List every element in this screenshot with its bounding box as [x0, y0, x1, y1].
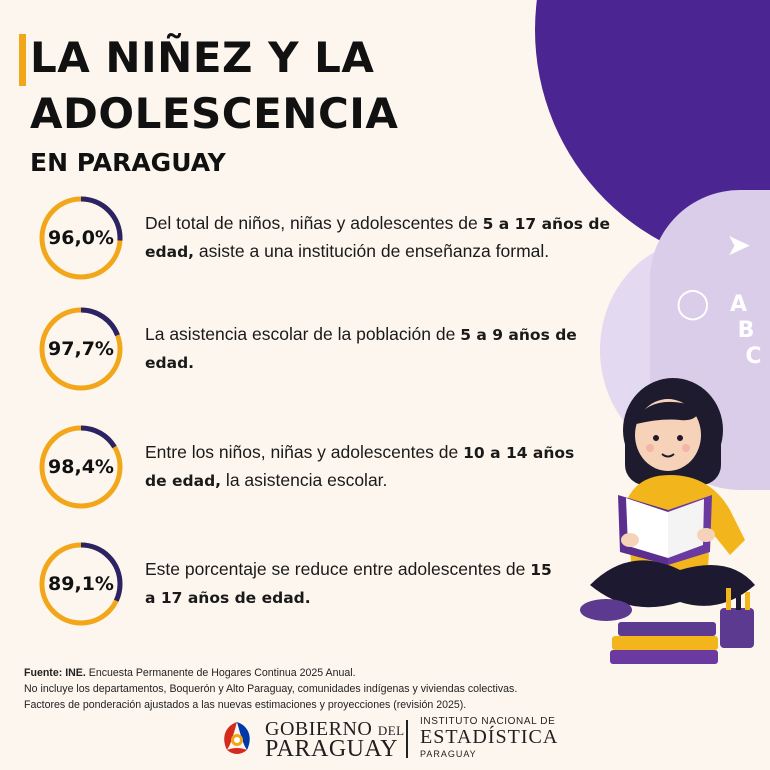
pencil-cup-icon: [720, 608, 754, 648]
title-line-2: ADOLESCENCIA: [30, 89, 399, 138]
stat-description: Este porcentaje se reduce entre adolesce…: [145, 541, 565, 627]
stat-text-a: Entre los niños, niñas y adolescentes de: [145, 442, 464, 462]
gob-word-2: DEL: [377, 723, 405, 738]
stat-text-a: Este porcentaje se reduce entre adolesce…: [145, 559, 531, 579]
logo-divider: [406, 720, 408, 758]
stat-row: 97,7% La asistencia escolar de la poblac…: [38, 306, 598, 392]
gobierno-wordmark-top: GOBIERNO DEL: [265, 718, 405, 741]
logos-bar: GOBIERNO DEL PARAGUAY INSTITUTO NACIONAL…: [0, 712, 770, 762]
source-label: Fuente: INE.: [24, 667, 86, 679]
ring-progress-arc: [39, 307, 123, 391]
ring-progress-arc: [39, 196, 123, 280]
stat-value: 98,4%: [48, 456, 114, 478]
stat-row: 96,0% Del total de niños, niñas y adoles…: [38, 195, 610, 281]
letters-abc-icon: A B C: [730, 292, 762, 369]
ring-progress-arc: [39, 425, 123, 509]
stat-text-bold: 15 a 17 años de edad.: [145, 561, 552, 607]
stat-row: 89,1% Este porcentaje se reduce entre ad…: [38, 541, 598, 627]
stat-text-a: La asistencia escolar de la población de: [145, 324, 461, 344]
stat-text-b: la asistencia escolar.: [221, 470, 388, 490]
stat-description: Entre los niños, niñas y adolescentes de…: [145, 424, 585, 510]
ine-line-2: ESTADÍSTICA: [420, 726, 559, 748]
footer-note: Factores de ponderación ajustados a las …: [24, 699, 467, 711]
ine-line-3: PARAGUAY: [420, 749, 477, 759]
footer-notes: Fuente: INE. Encuesta Permanente de Hoga…: [24, 665, 754, 713]
footer-source: Fuente: INE. Encuesta Permanente de Hoga…: [24, 665, 754, 681]
stat-description: La asistencia escolar de la población de…: [145, 306, 615, 392]
title-line-1: LA NIÑEZ Y LA: [30, 33, 375, 82]
stat-text-bold: 5 a 9 años de edad.: [145, 326, 577, 372]
title-accent-bar: [19, 34, 26, 86]
stat-value: 89,1%: [48, 573, 114, 595]
progress-ring: 96,0%: [38, 195, 124, 281]
source-text: Encuesta Permanente de Hogares Continua …: [85, 667, 356, 679]
stat-text-bold: 10 a 14 años de edad,: [145, 444, 575, 490]
paraguay-flag-logo: [224, 722, 250, 754]
progress-ring: 89,1%: [38, 541, 124, 627]
progress-ring: 97,7%: [38, 306, 124, 392]
ring-progress-arc: [39, 542, 123, 626]
stat-text-a: Del total de niños, niñas y adolescentes…: [145, 213, 483, 233]
gobierno-wordmark-bottom: PARAGUAY: [265, 736, 398, 762]
paper-plane-icon: ➤: [726, 228, 752, 263]
footer-note: No incluye los departamentos, Boquerón y…: [24, 683, 518, 695]
stat-text-b: asiste a una institución de enseñanza fo…: [194, 241, 550, 261]
progress-ring: 98,4%: [38, 424, 124, 510]
stat-description: Del total de niños, niñas y adolescentes…: [145, 195, 615, 281]
stat-value: 97,7%: [48, 338, 114, 360]
stat-row: 98,4% Entre los niños, niñas y adolescen…: [38, 424, 598, 510]
page-title: LA NIÑEZ Y LA ADOLESCENCIA: [30, 30, 398, 142]
stat-value: 96,0%: [48, 227, 114, 249]
ine-line-1: INSTITUTO NACIONAL DE: [420, 716, 556, 727]
stat-text-bold: 5 a 17 años de edad,: [145, 215, 610, 261]
page-subtitle: EN PARAGUAY: [30, 148, 226, 177]
gob-word-1: GOBIERNO: [265, 718, 373, 740]
apple-icon: ◯: [676, 286, 710, 321]
girl-reading-illustration: [580, 378, 755, 664]
